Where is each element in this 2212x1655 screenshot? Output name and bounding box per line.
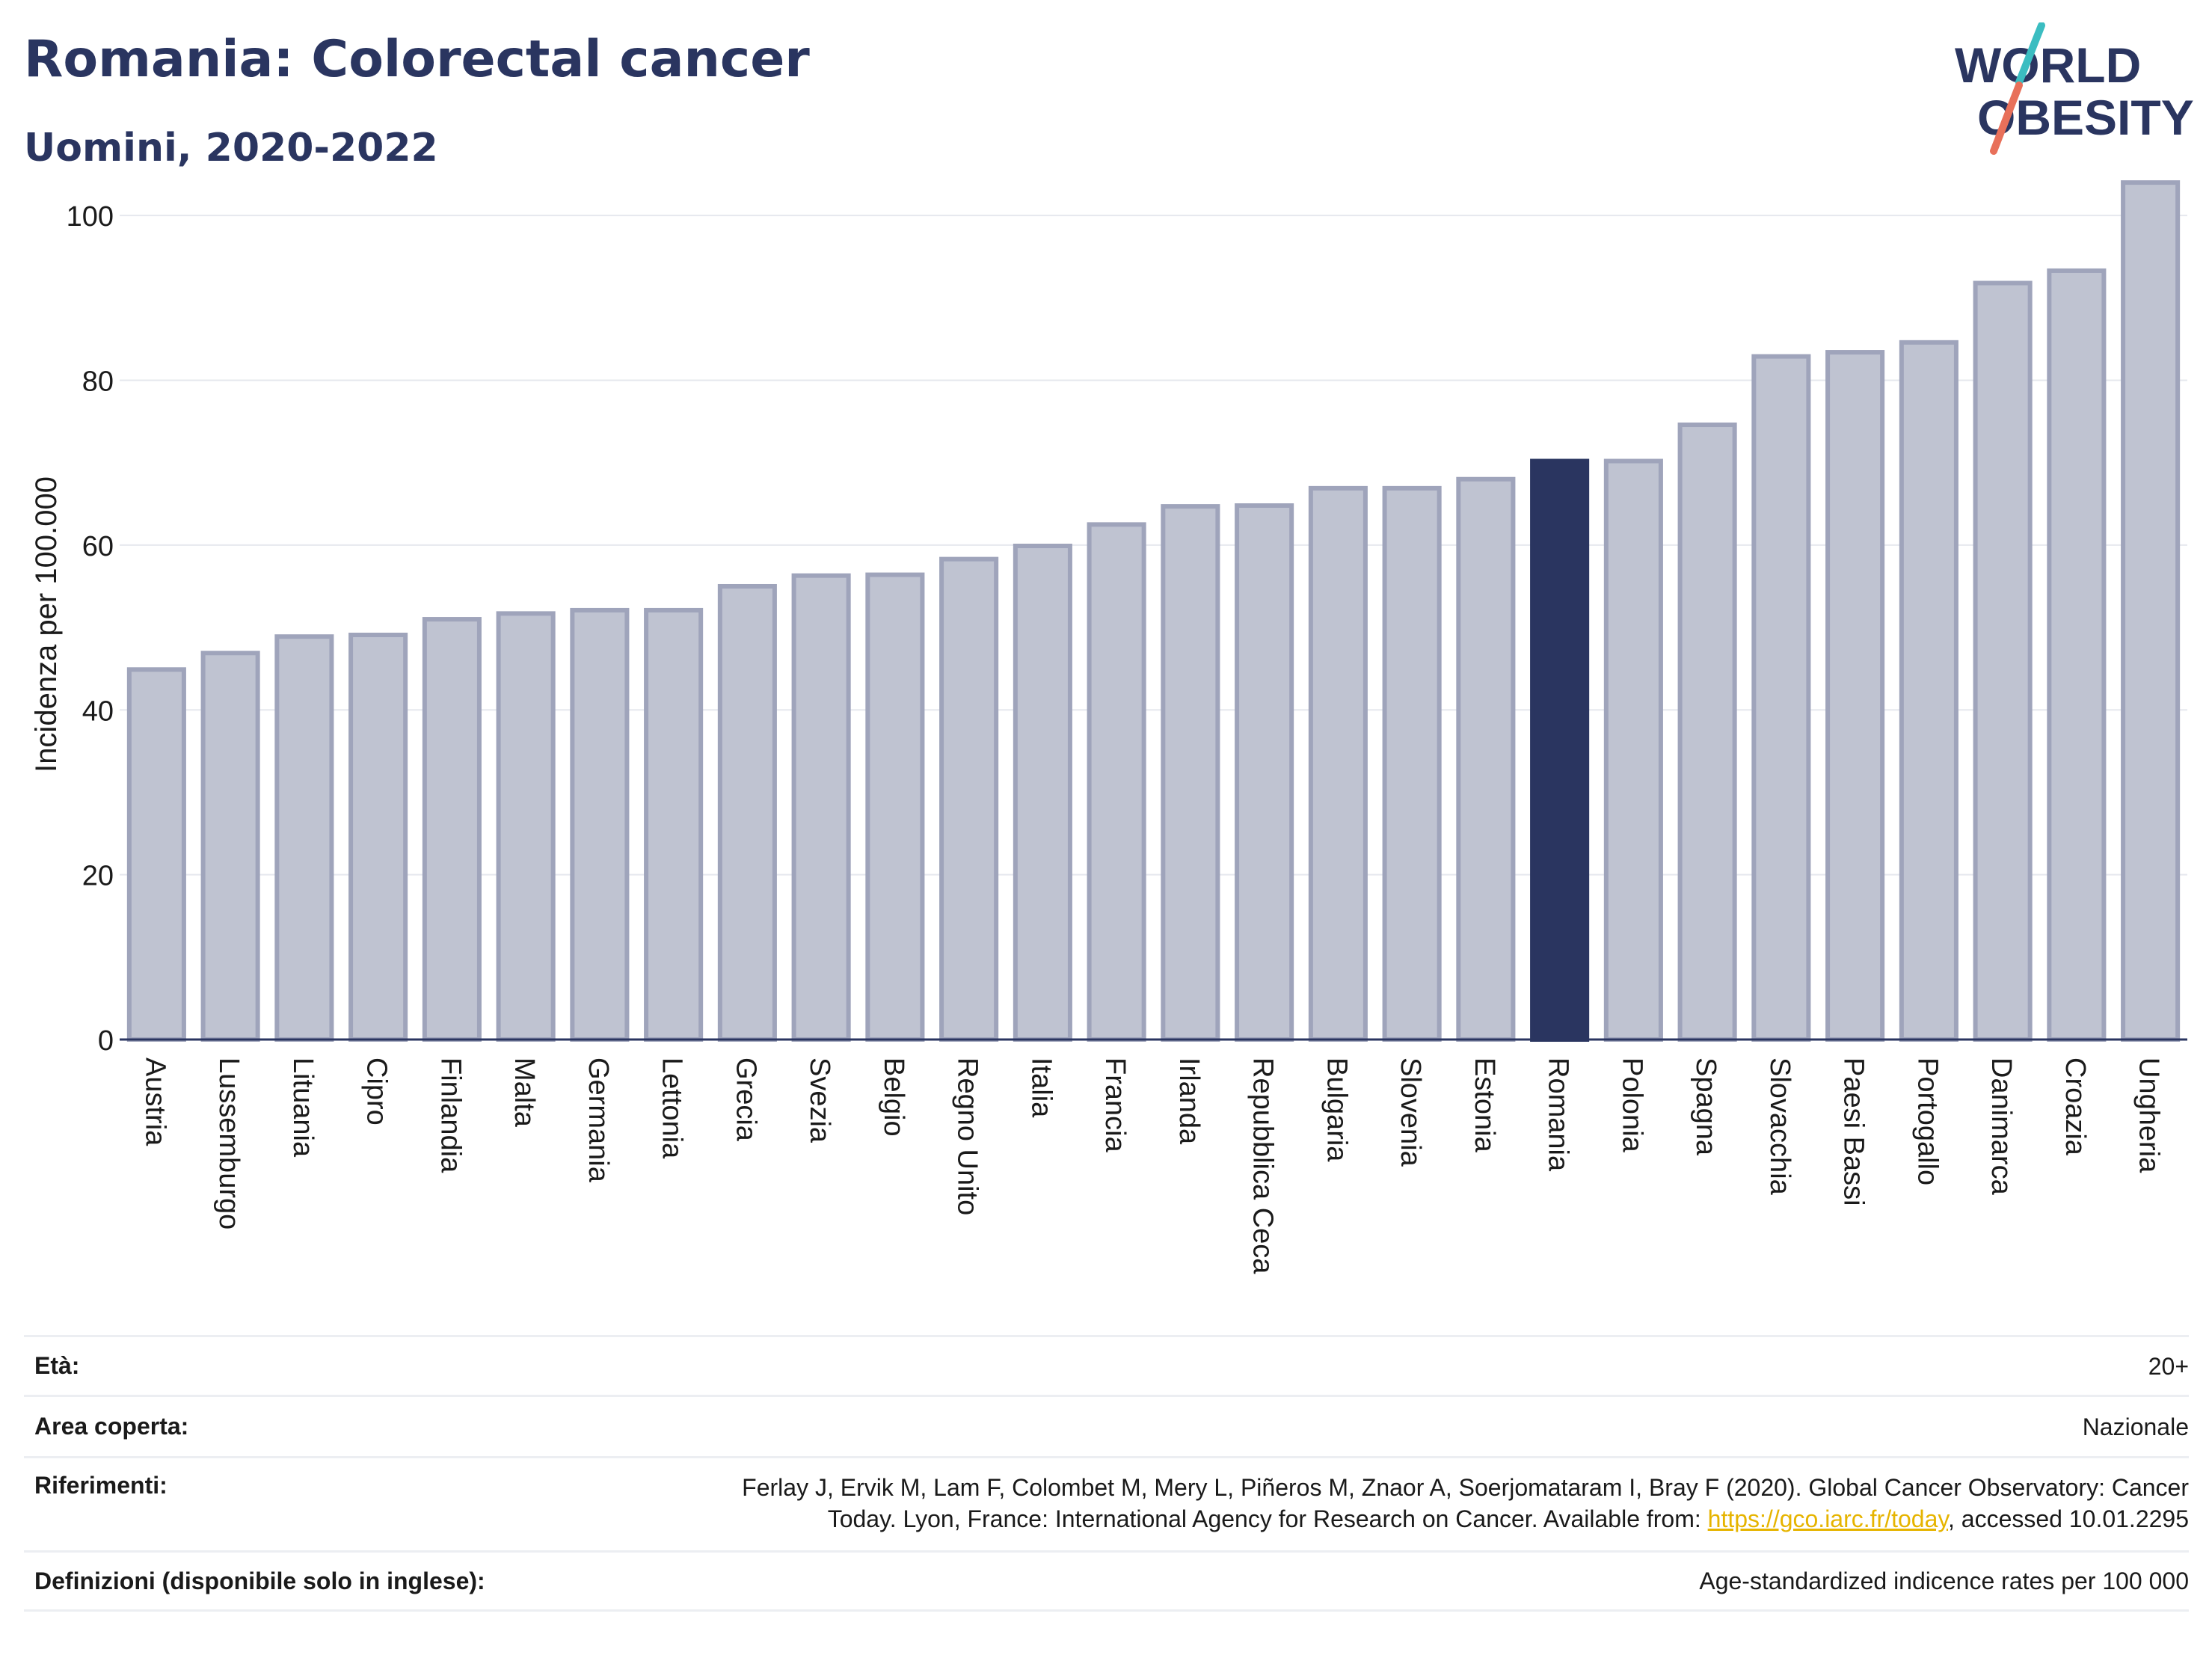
x-tick-label: Portogallo	[1911, 1057, 1943, 1185]
bar-paesi-bassi	[1825, 350, 1885, 1042]
x-tick-label: Germania	[583, 1057, 614, 1183]
x-tick-label: Bulgaria	[1321, 1057, 1352, 1162]
bars	[126, 180, 2181, 1043]
bar-finlandia	[422, 617, 482, 1042]
bar-italia	[1013, 543, 1072, 1042]
bar-austria	[126, 667, 186, 1042]
info-row-definitions: Definizioni (disponibile solo in inglese…	[24, 1550, 2189, 1612]
bar-regno-unito	[939, 556, 999, 1042]
x-tick-label: Estonia	[1469, 1057, 1500, 1153]
world-obesity-logo: WORLD OBESITY	[1955, 22, 2194, 155]
bar-bulgaria	[1308, 485, 1368, 1042]
bar-estonia	[1456, 476, 1516, 1042]
x-tick-label: Grecia	[730, 1057, 761, 1142]
x-tick-label: Paesi Bassi	[1838, 1057, 1870, 1206]
info-value-definitions: Age-standardized indicence rates per 100…	[1699, 1568, 2189, 1594]
info-value-references: Ferlay J, Ervik M, Lam F, Colombet M, Me…	[742, 1472, 2189, 1535]
bar-chart: 0 20 40 60 80 100 Austria Lussemburgo Lituania C…	[30, 180, 2187, 1274]
x-tick-label: Croazia	[2059, 1057, 2091, 1156]
info-label-area: Area coperta:	[34, 1413, 189, 1440]
bar-belgio	[865, 572, 925, 1042]
bar-slovacchia	[1751, 354, 1811, 1042]
y-tick-label: 60	[82, 531, 114, 562]
y-tick-label: 40	[82, 696, 114, 727]
bar-danimarca	[1973, 280, 2033, 1042]
chart-subtitle: Uomini, 2020-2022	[24, 126, 438, 171]
info-row-references: Riferimenti: Ferlay J, Ervik M, Lam F, C…	[24, 1456, 2189, 1550]
bar-spagna	[1677, 423, 1737, 1042]
references-line-1: Ferlay J, Ervik M, Lam F, Colombet M, Me…	[742, 1474, 2189, 1501]
bar-irlanda	[1161, 504, 1220, 1042]
x-tick-label: Lettonia	[657, 1057, 688, 1159]
bar-francia	[1087, 522, 1146, 1042]
x-tick-label: Italia	[1025, 1057, 1057, 1118]
bar-lussemburgo	[200, 651, 260, 1042]
bar-portogallo	[1899, 340, 1958, 1043]
x-tick-label: Francia	[1099, 1057, 1131, 1153]
bar-repubblica-ceca	[1235, 503, 1294, 1042]
bar-slovenia	[1382, 485, 1442, 1042]
x-tick-label: Romania	[1543, 1057, 1574, 1172]
x-tick-label: Ungheria	[2133, 1057, 2165, 1173]
info-label-references: Riferimenti:	[34, 1472, 168, 1499]
references-line-2-pre: Today. Lyon, France: International Agenc…	[827, 1505, 1708, 1532]
logo-slash-teal-icon	[2015, 22, 2045, 86]
x-tick-label: Svezia	[804, 1057, 835, 1143]
bar-polonia	[1603, 458, 1663, 1042]
x-tick-label: Slovacchia	[1764, 1057, 1795, 1196]
logo-slash-coral-icon	[1990, 82, 2023, 155]
y-tick-label: 80	[82, 366, 114, 398]
x-tick-label: Spagna	[1690, 1057, 1721, 1156]
y-tick-label: 100	[67, 201, 114, 233]
y-axis-label: Incidenza per 100.000	[30, 476, 63, 773]
bar-cipro	[348, 632, 408, 1042]
x-tick-label: Regno Unito	[952, 1057, 983, 1215]
references-line-2-post: , accessed 10.01.2295	[1947, 1505, 2189, 1532]
info-row-age: Età: 20+	[24, 1335, 2189, 1395]
bar-svezia	[791, 573, 851, 1042]
x-tick-label: Danimarca	[1985, 1057, 2017, 1196]
bar-germania	[570, 607, 630, 1042]
info-label-age: Età:	[34, 1352, 80, 1379]
x-tick-label: Austria	[139, 1057, 170, 1146]
info-table: Età: 20+ Area coperta: Nazionale Riferim…	[24, 1335, 2189, 1612]
bar-lituania	[274, 634, 334, 1042]
x-tick-label: Irlanda	[1173, 1057, 1205, 1145]
info-row-area: Area coperta: Nazionale	[24, 1395, 2189, 1456]
x-tick-label: Lussemburgo	[213, 1057, 245, 1229]
x-tick-label: Repubblica Ceca	[1247, 1057, 1279, 1274]
x-tick-labels: Austria Lussemburgo Lituania Cipro Finlandia…	[139, 1057, 2164, 1274]
x-tick-label: Finlandia	[434, 1057, 466, 1173]
x-tick-label: Lituania	[287, 1057, 319, 1158]
bar-croazia	[2047, 268, 2107, 1043]
info-value-area: Nazionale	[2082, 1413, 2189, 1440]
info-value-age: 20+	[2148, 1352, 2189, 1380]
y-tick-label: 20	[82, 861, 114, 892]
bar-grecia	[717, 583, 777, 1042]
x-tick-label: Cipro	[361, 1057, 393, 1126]
x-tick-label: Malta	[509, 1057, 540, 1128]
bar-lettonia	[644, 607, 704, 1042]
references-link[interactable]: https://gco.iarc.fr/today	[1707, 1505, 1948, 1532]
x-tick-label: Polonia	[1616, 1057, 1647, 1153]
x-tick-label: Belgio	[878, 1057, 909, 1137]
logo-word-world: WORLD	[1955, 37, 2141, 93]
bar-ungheria	[2121, 180, 2181, 1042]
x-tick-label: Slovenia	[1395, 1057, 1426, 1167]
bar-romania	[1530, 458, 1590, 1042]
y-tick-labels: 0 20 40 60 80 100	[67, 201, 114, 1057]
y-tick-label: 0	[98, 1025, 114, 1057]
info-label-definitions: Definizioni (disponibile solo in inglese…	[34, 1567, 485, 1594]
bar-malta	[496, 611, 556, 1042]
chart-title: Romania: Colorectal cancer	[24, 30, 810, 89]
